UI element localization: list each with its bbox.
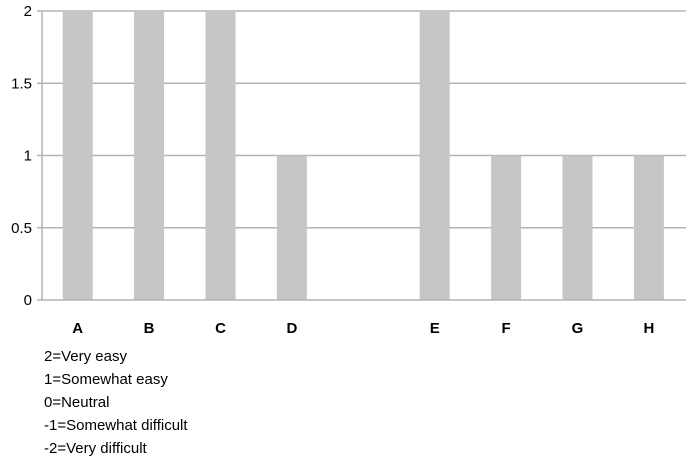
bar xyxy=(134,11,165,300)
x-category-label: E xyxy=(430,320,440,337)
x-category-labels: A B C D E F G H xyxy=(72,320,654,337)
bar xyxy=(205,11,236,300)
y-tick-labels: 0 0.5 1 1.5 2 xyxy=(11,3,32,309)
x-category-label: D xyxy=(286,320,297,337)
bar xyxy=(491,155,522,300)
bar xyxy=(419,11,450,300)
legend-note: 0=Neutral xyxy=(44,394,110,411)
legend-note: 1=Somewhat easy xyxy=(44,371,168,388)
y-tick-label: 0 xyxy=(24,292,32,309)
x-category-label: B xyxy=(144,320,155,337)
y-tick-label: 1.5 xyxy=(11,75,32,92)
legend-note: -1=Somewhat difficult xyxy=(44,417,188,434)
x-category-label: H xyxy=(643,320,654,337)
bar xyxy=(562,155,593,300)
y-tick-label: 1 xyxy=(24,148,32,165)
x-category-label: A xyxy=(72,320,83,337)
x-category-label: F xyxy=(502,320,511,337)
x-category-label: G xyxy=(572,320,584,337)
axes xyxy=(37,10,686,301)
scale-legend: 2=Very easy 1=Somewhat easy 0=Neutral -1… xyxy=(44,345,188,460)
x-category-label: C xyxy=(215,320,226,337)
bar xyxy=(633,155,664,300)
bars xyxy=(62,11,664,300)
bar xyxy=(276,155,307,300)
bar xyxy=(62,11,93,300)
legend-note: -2=Very difficult xyxy=(44,440,147,457)
y-tick-label: 2 xyxy=(24,3,32,20)
legend-note: 2=Very easy xyxy=(44,348,127,365)
y-tick-label: 0.5 xyxy=(11,220,32,237)
